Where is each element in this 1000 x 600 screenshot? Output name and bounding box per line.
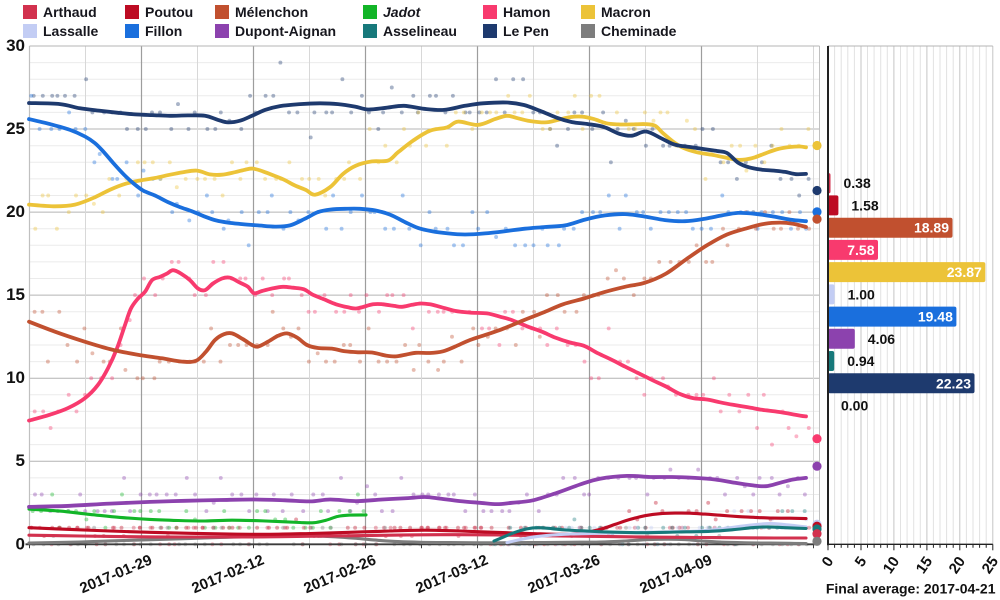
svg-text:Asselineau: Asselineau [383,23,457,39]
svg-text:15: 15 [913,554,936,577]
svg-text:7.58: 7.58 [847,242,874,258]
svg-text:0: 0 [16,534,25,553]
svg-text:Final average: 2017-04-21: Final average: 2017-04-21 [826,581,996,597]
svg-text:Arthaud: Arthaud [43,4,97,20]
svg-text:10: 10 [880,554,903,577]
svg-text:Hamon: Hamon [503,4,550,20]
svg-text:1.00: 1.00 [848,286,875,302]
svg-text:18.89: 18.89 [914,220,949,236]
svg-text:Jadot: Jadot [383,4,422,20]
svg-text:Dupont-Aignan: Dupont-Aignan [235,23,336,39]
svg-text:15: 15 [6,285,25,304]
svg-text:Cheminade: Cheminade [601,23,677,39]
svg-text:0.94: 0.94 [847,353,874,369]
svg-text:20: 20 [6,202,25,221]
svg-text:30: 30 [6,36,25,55]
svg-text:Fillon: Fillon [145,23,182,39]
svg-text:10: 10 [6,368,25,387]
svg-text:Mélenchon: Mélenchon [235,4,308,20]
svg-text:25: 25 [6,119,25,138]
svg-text:0.38: 0.38 [844,175,871,191]
svg-text:1.58: 1.58 [851,197,878,213]
svg-text:Lassalle: Lassalle [43,23,98,39]
svg-text:Macron: Macron [601,4,651,20]
svg-text:22.23: 22.23 [936,375,971,391]
svg-text:5: 5 [16,451,25,470]
svg-text:0.00: 0.00 [841,398,868,414]
svg-text:Poutou: Poutou [145,4,193,20]
svg-text:25: 25 [979,554,1000,577]
svg-text:Le Pen: Le Pen [503,23,549,39]
svg-text:19.48: 19.48 [918,309,953,325]
svg-text:20: 20 [946,554,969,577]
svg-text:23.87: 23.87 [947,264,982,280]
svg-text:4.06: 4.06 [868,331,895,347]
